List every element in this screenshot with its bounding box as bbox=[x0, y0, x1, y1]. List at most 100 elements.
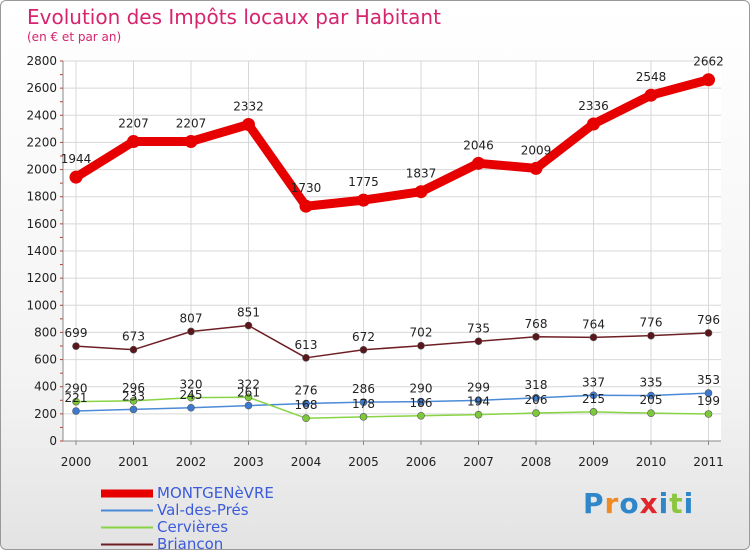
legend: MONTGENèVRE Val-des-Prés Cervières Brian… bbox=[101, 485, 274, 550]
data-label: 205 bbox=[640, 393, 663, 407]
legend-item: Val-des-Prés bbox=[101, 502, 274, 519]
x-tick-label: 2002 bbox=[176, 455, 207, 469]
data-point bbox=[647, 331, 655, 340]
data-point bbox=[472, 156, 485, 170]
data-point bbox=[359, 398, 368, 406]
legend-item: Briançon bbox=[101, 535, 274, 550]
data-label: 2332 bbox=[233, 100, 264, 114]
legend-item: MONTGENèVRE bbox=[101, 485, 274, 502]
data-point bbox=[302, 414, 310, 423]
data-label: 178 bbox=[352, 397, 375, 411]
data-label: 290 bbox=[65, 382, 88, 396]
x-tick-label: 2000 bbox=[61, 455, 92, 469]
data-label: 286 bbox=[352, 382, 375, 396]
data-point bbox=[184, 134, 198, 148]
data-label: 2548 bbox=[636, 70, 667, 84]
x-tick-label: 2006 bbox=[406, 455, 437, 469]
data-label: 613 bbox=[295, 338, 318, 352]
data-point bbox=[589, 408, 598, 416]
y-tick-label: 1200 bbox=[26, 271, 57, 285]
data-label: 215 bbox=[582, 392, 605, 406]
data-point bbox=[69, 170, 83, 184]
data-point bbox=[474, 410, 483, 419]
data-label: 233 bbox=[122, 389, 145, 403]
data-point bbox=[359, 345, 368, 354]
logo-letter: i bbox=[658, 487, 670, 520]
x-tick-label: 2001 bbox=[118, 455, 149, 469]
data-label: 320 bbox=[180, 378, 203, 392]
x-tick-label: 2008 bbox=[521, 455, 552, 469]
y-tick-label: 1400 bbox=[26, 244, 57, 258]
chart-title: Evolution des Impôts locaux par Habitant bbox=[27, 5, 441, 29]
data-label: 322 bbox=[237, 377, 260, 391]
data-point bbox=[589, 391, 598, 400]
data-point bbox=[72, 342, 80, 350]
data-label: 699 bbox=[65, 326, 88, 340]
y-tick-label: 1800 bbox=[26, 190, 57, 204]
data-label: 261 bbox=[237, 386, 260, 400]
data-point bbox=[244, 401, 253, 410]
legend-label-val-des-pres: Val-des-Prés bbox=[157, 501, 249, 519]
data-point bbox=[414, 185, 428, 199]
data-label: 735 bbox=[467, 321, 490, 335]
data-label: 1730 bbox=[291, 181, 322, 195]
y-tick-label: 600 bbox=[34, 353, 57, 367]
data-label: 337 bbox=[582, 375, 605, 389]
data-point bbox=[187, 327, 195, 336]
data-point bbox=[417, 397, 425, 406]
data-label: 276 bbox=[295, 384, 318, 398]
legend-label-cervieres: Cervières bbox=[157, 518, 229, 536]
data-point bbox=[244, 321, 253, 330]
data-label: 245 bbox=[180, 388, 203, 402]
logo-letter: P bbox=[583, 487, 605, 520]
data-label: 2207 bbox=[118, 116, 149, 130]
data-point bbox=[359, 413, 368, 421]
chart-subtitle: (en € et par an) bbox=[27, 30, 122, 44]
series-line-1 bbox=[75, 392, 710, 412]
data-point bbox=[242, 118, 255, 132]
data-label: 296 bbox=[122, 381, 145, 395]
y-tick-label: 1000 bbox=[26, 298, 57, 312]
x-tick-label: 2011 bbox=[693, 455, 724, 469]
data-label: 2662 bbox=[693, 55, 724, 69]
data-label: 299 bbox=[467, 380, 490, 394]
data-point bbox=[532, 409, 540, 417]
data-label: 2207 bbox=[176, 116, 207, 130]
data-label: 353 bbox=[697, 373, 720, 387]
x-tick-label: 2009 bbox=[578, 455, 609, 469]
data-point bbox=[644, 88, 658, 102]
data-point bbox=[647, 409, 655, 417]
y-tick-label: 800 bbox=[34, 325, 57, 339]
data-label: 807 bbox=[180, 311, 203, 325]
data-point bbox=[244, 393, 253, 402]
y-tick-label: 2600 bbox=[26, 81, 57, 95]
x-tick-label: 2004 bbox=[291, 455, 322, 469]
data-point bbox=[704, 329, 713, 337]
series-line-2 bbox=[75, 396, 710, 419]
data-label: 206 bbox=[525, 393, 548, 407]
data-label: 673 bbox=[122, 330, 145, 344]
y-tick-label: 2400 bbox=[26, 108, 57, 122]
data-point bbox=[417, 341, 425, 350]
x-tick-label: 2005 bbox=[348, 455, 379, 469]
data-point bbox=[72, 397, 80, 406]
data-point bbox=[532, 394, 540, 402]
legend-label-briancon: Briançon bbox=[157, 535, 224, 550]
x-tick-label: 2010 bbox=[636, 455, 667, 469]
data-point bbox=[704, 410, 713, 418]
y-tick-label: 400 bbox=[34, 380, 57, 394]
data-label: 1837 bbox=[406, 167, 437, 181]
logo-letter: r bbox=[604, 487, 620, 520]
data-label: 290 bbox=[410, 382, 433, 396]
data-label: 168 bbox=[295, 398, 318, 412]
logo-letter: x bbox=[639, 487, 659, 520]
data-point bbox=[417, 411, 425, 420]
x-tick-label: 2007 bbox=[463, 455, 494, 469]
data-point bbox=[357, 193, 370, 207]
data-point bbox=[129, 397, 138, 405]
data-label: 318 bbox=[525, 378, 548, 392]
data-point bbox=[474, 337, 483, 346]
data-label: 764 bbox=[582, 317, 605, 331]
data-point bbox=[532, 332, 540, 341]
y-tick-label: 0 bbox=[49, 434, 57, 448]
